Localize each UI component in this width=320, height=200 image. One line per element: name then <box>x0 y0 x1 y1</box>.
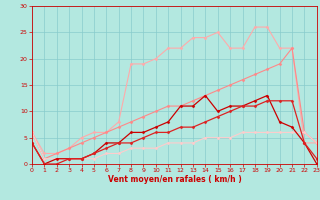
X-axis label: Vent moyen/en rafales ( km/h ): Vent moyen/en rafales ( km/h ) <box>108 175 241 184</box>
